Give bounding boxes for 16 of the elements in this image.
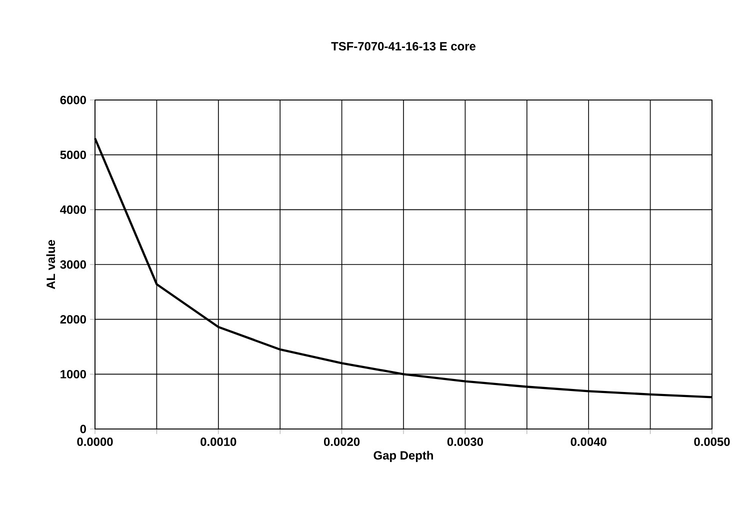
y-tick-label: 5000 — [60, 150, 86, 160]
y-tick-label: 3000 — [60, 260, 86, 269]
x-tick-label: 0.0030 — [447, 438, 483, 446]
y-axis-title: AL value — [46, 240, 56, 290]
y-tick-label: 0 — [80, 424, 86, 434]
y-tick-label: 2000 — [60, 315, 86, 324]
y-tick-label: 1000 — [60, 370, 86, 378]
y-tick-label: 6000 — [60, 96, 86, 104]
x-tick-label: 0.0010 — [200, 438, 236, 446]
x-axis-title: Gap Depth — [374, 450, 433, 462]
x-tick-label: 0.0020 — [324, 438, 360, 446]
chart-title: TSF-7070-41-16-13 E core — [331, 42, 476, 51]
x-tick-label: 0.0040 — [570, 438, 606, 446]
x-tick-label: 0.0050 — [694, 438, 730, 446]
x-tick-label: 0.0000 — [77, 438, 113, 446]
y-tick-label: 4000 — [60, 205, 86, 214]
